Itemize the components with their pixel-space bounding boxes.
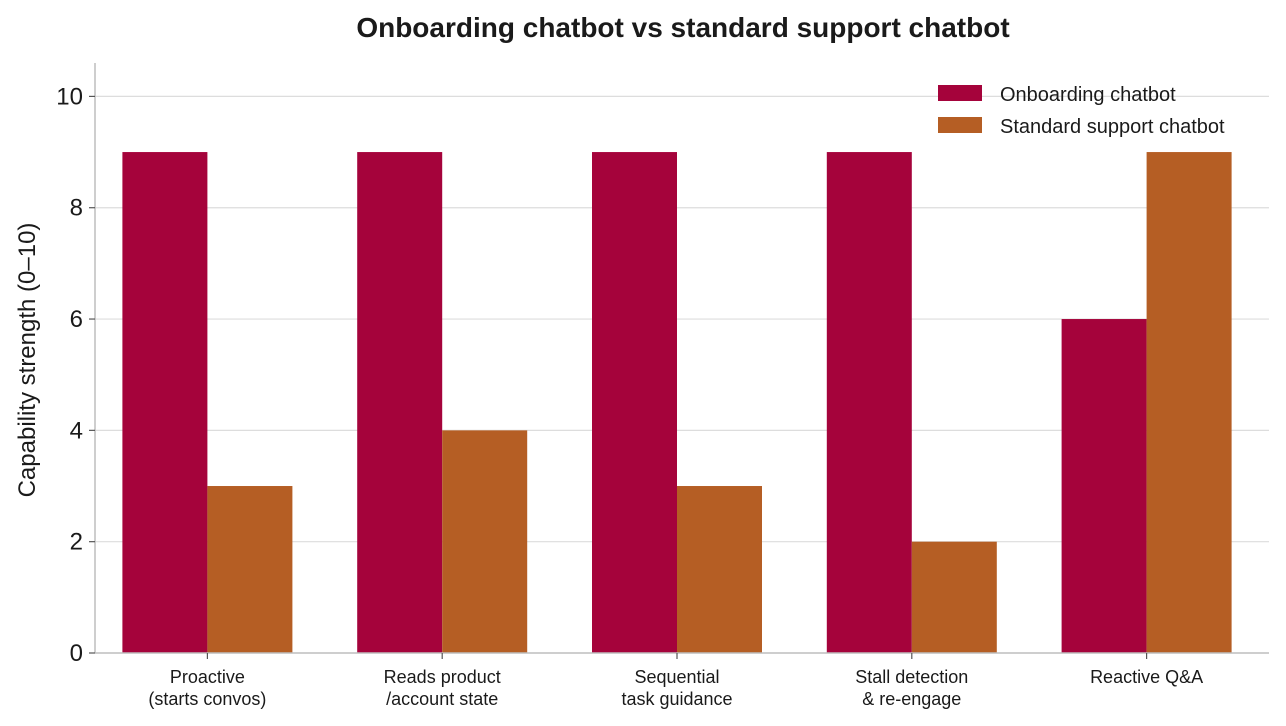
legend-label-standard: Standard support chatbot [1000,116,1225,138]
x-tick-label-line: task guidance [621,689,732,709]
x-tick-label-line: Reads product [384,667,501,687]
bar-onboarding-4 [1061,319,1147,653]
y-tick-label: 2 [70,529,83,556]
legend-label-onboarding: Onboarding chatbot [1000,84,1176,106]
axes [94,63,1269,654]
bar-standard-4 [1146,152,1232,653]
bar-standard-1 [442,430,528,653]
x-tick-label: Reactive Q&A [1090,667,1203,687]
x-ticks: Proactive (starts convos) Reads product/ac… [148,653,1203,709]
y-tick-label: 10 [56,83,83,110]
bar-onboarding-1 [357,152,443,653]
x-tick-label: Stall detection & re-engage [855,667,968,709]
bar-standard-2 [677,486,762,653]
x-tick-label-line: Reactive Q&A [1090,667,1203,687]
x-tick-label-line: /account state [386,689,498,709]
bar-onboarding-2 [592,152,677,653]
legend: Onboarding chatbot Standard support chat… [938,84,1225,138]
y-axis-label: Capability strength (0–10) [14,223,41,498]
y-tick-label: 0 [70,640,83,667]
x-tick-label: Sequential task guidance [621,667,732,709]
bar-standard-0 [207,486,293,653]
bar-onboarding-3 [826,152,912,653]
x-tick-label: Reads product/account state [384,667,501,709]
y-tick-label: 8 [70,195,83,222]
bars [122,152,1232,653]
x-tick-label-line: Sequential [634,667,719,687]
x-tick-label-line: (starts convos) [148,689,266,709]
x-tick-label-line: Proactive [170,667,245,687]
chart-title: Onboarding chatbot vs standard support c… [356,12,1009,43]
x-tick-label-line: Stall detection [855,667,968,687]
x-tick-label-line: & re-engage [862,689,961,709]
y-tick-label: 6 [70,306,83,333]
legend-swatch-standard [938,117,982,133]
bar-onboarding-0 [122,152,208,653]
x-tick-label: Proactive (starts convos) [148,667,266,709]
y-tick-label: 4 [70,417,83,444]
legend-swatch-onboarding [938,85,982,101]
y-ticks: 0 2 4 6 8 10 [56,83,95,667]
bar-standard-3 [911,541,997,653]
